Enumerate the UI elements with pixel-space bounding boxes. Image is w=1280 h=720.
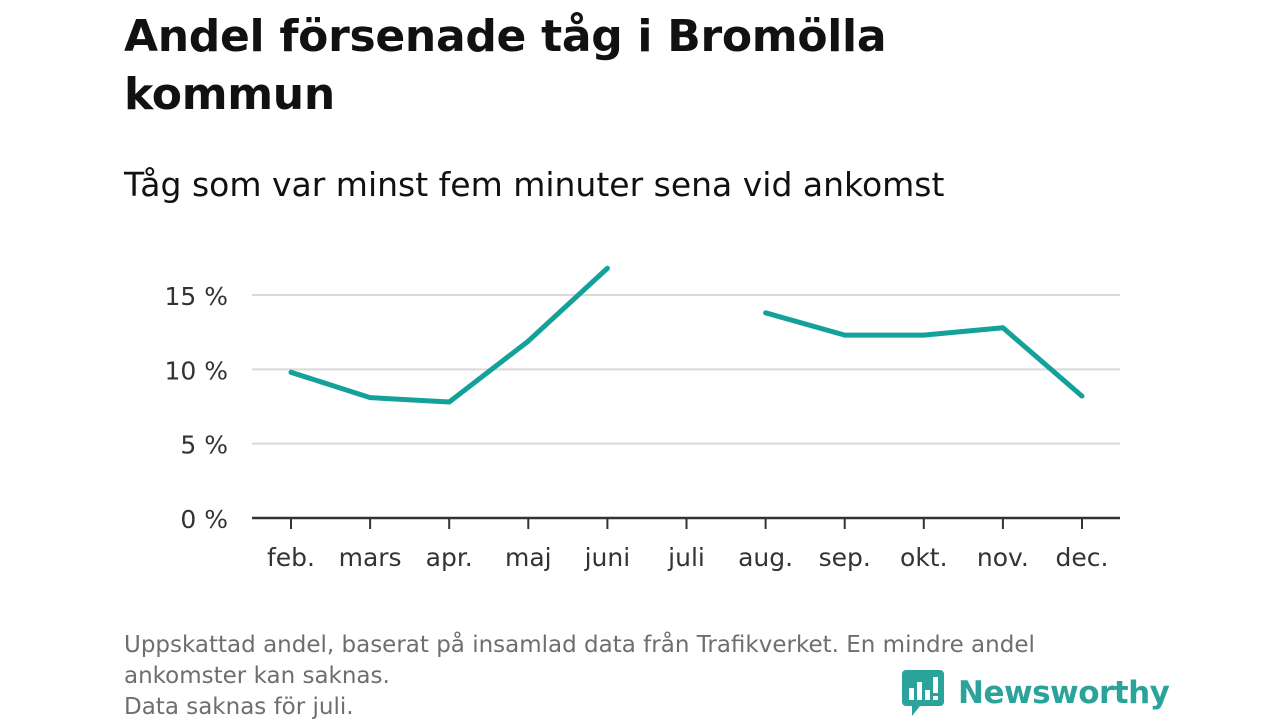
series-line-segment bbox=[764, 310, 1084, 398]
y-tick-label: 5 % bbox=[180, 431, 228, 460]
data-point bbox=[1000, 325, 1006, 331]
footnote: Uppskattad andel, baserat på insamlad da… bbox=[124, 630, 1164, 720]
x-tick-label: okt. bbox=[900, 543, 948, 572]
x-tick-label: aug. bbox=[738, 543, 793, 572]
data-point bbox=[367, 395, 373, 401]
line-chart: 0 % 5 % 10 % 15 % feb. mars apr. maj juni juli aug… bbox=[164, 265, 1120, 572]
brand-logo: Newsworthy bbox=[902, 668, 1170, 718]
x-tick-label: juli bbox=[667, 543, 705, 572]
newsworthy-logo-icon bbox=[902, 670, 944, 716]
data-point bbox=[525, 338, 531, 344]
data-point bbox=[604, 265, 610, 271]
x-tick-label: sep. bbox=[819, 543, 871, 572]
footnote-line-2: ankomster kan saknas. bbox=[124, 663, 390, 689]
brand-name: Newsworthy bbox=[958, 675, 1170, 711]
series-line-segment bbox=[290, 266, 610, 405]
chart-title: Andel försenade tåg i Bromölla kommun bbox=[124, 11, 887, 120]
y-tick-label: 0 % bbox=[180, 505, 228, 534]
y-tick-label: 10 % bbox=[164, 356, 228, 385]
x-tick-label: feb. bbox=[267, 543, 315, 572]
x-tick-label: mars bbox=[339, 543, 402, 572]
data-point bbox=[288, 369, 294, 375]
chart-subtitle: Tåg som var minst fem minuter sena vid a… bbox=[124, 165, 945, 204]
data-point bbox=[921, 332, 927, 338]
x-tick-label: dec. bbox=[1056, 543, 1109, 572]
footnote-line-1: Uppskattad andel, baserat på insamlad da… bbox=[124, 632, 1035, 658]
data-point bbox=[842, 332, 848, 338]
x-tick-label: maj bbox=[505, 543, 552, 572]
data-point bbox=[1079, 393, 1085, 399]
footnote-line-3: Data saknas för juli. bbox=[124, 694, 354, 720]
data-point bbox=[446, 399, 452, 405]
x-tick-label: apr. bbox=[426, 543, 473, 572]
y-tick-label: 15 % bbox=[164, 282, 228, 311]
x-tick-label: juni bbox=[584, 543, 631, 572]
data-point bbox=[763, 310, 769, 316]
x-tick-label: nov. bbox=[977, 543, 1029, 572]
